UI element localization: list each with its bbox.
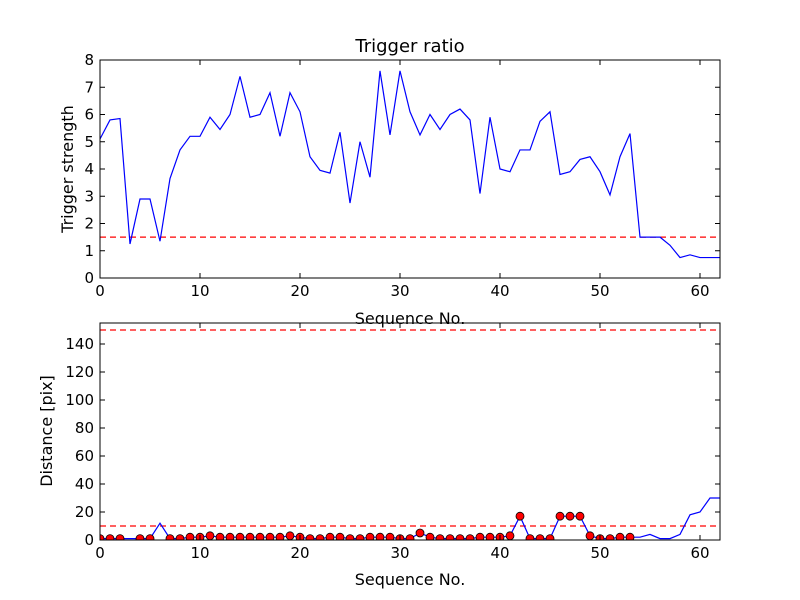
data-point [235,532,245,540]
data-point [575,511,585,521]
data-point [100,534,105,540]
data-point [385,532,395,540]
chart-title: Trigger ratio [354,36,464,57]
x-axis-label: Sequence No. [355,309,466,328]
data-point [415,528,425,538]
y-tick-label: 80 [75,419,94,437]
data-point [475,532,485,540]
data-point [425,532,435,540]
data-point [335,532,345,540]
data-point [365,532,375,540]
data-point [445,534,455,540]
x-tick-label: 60 [690,544,709,562]
y-tick-label: 3 [84,187,94,205]
tick-group: 0 10 20 30 40 50 60 0 20 40 60 80 100 120 140 [65,323,720,562]
y-axis-label: Distance [pix] [37,375,56,487]
y-tick-label: 20 [75,503,94,521]
x-tick-label: 20 [290,544,309,562]
tick-group: 0 10 20 30 40 50 60 0 1 2 3 4 5 6 7 8 [84,51,720,300]
data-point [565,511,575,521]
data-point [145,534,155,540]
data-point [245,532,255,540]
x-tick-label: 10 [190,282,209,300]
x-tick-label: 40 [490,282,509,300]
data-point [315,534,325,540]
data-point [215,532,225,540]
data-point [175,534,185,540]
data-point [305,534,315,540]
series-line [100,497,720,540]
data-point [225,532,235,540]
axes-frame [99,322,721,541]
data-point [265,532,275,540]
x-tick-label: 30 [390,282,409,300]
x-tick-label: 60 [690,282,709,300]
data-point [345,534,355,540]
data-point [585,531,595,540]
plot-area [100,70,720,259]
data-point [405,534,415,540]
y-tick-label: 2 [84,215,94,233]
trigger-ratio-chart: Trigger ratio 0 10 20 30 40 50 60 0 1 2 3 4 5 6 7 8 Seq… [58,36,721,328]
data-point [625,532,635,540]
y-tick-label: 8 [84,51,94,69]
data-point [485,532,495,540]
x-axis-label: Sequence No. [355,570,466,589]
data-point [525,534,535,540]
data-point [375,532,385,540]
data-point [615,532,625,540]
data-point [135,534,145,540]
data-point [325,532,335,540]
data-point [355,534,365,540]
x-tick-label: 30 [390,544,409,562]
x-tick-label: 10 [190,544,209,562]
plot-area [100,329,720,540]
x-tick-label: 40 [490,544,509,562]
y-axis-label: Trigger strength [58,105,77,234]
y-tick-label: 0 [84,531,94,549]
x-tick-label: 0 [95,282,105,300]
y-tick-label: 120 [65,363,94,381]
y-tick-label: 1 [84,242,94,260]
y-tick-label: 7 [84,78,94,96]
y-tick-label: 40 [75,475,94,493]
data-point [455,534,465,540]
axes-frame [99,59,721,279]
data-point [535,534,545,540]
data-point [555,511,565,521]
x-tick-label: 50 [590,544,609,562]
data-point [515,511,525,521]
data-point [545,534,555,540]
data-point [205,531,215,540]
x-tick-label: 50 [590,282,609,300]
data-point [185,532,195,540]
data-point [165,534,175,540]
data-point [285,531,295,540]
y-tick-label: 60 [75,447,94,465]
data-point [505,531,515,540]
x-tick-label: 20 [290,282,309,300]
y-tick-label: 140 [65,335,94,353]
y-tick-label: 6 [84,106,94,124]
data-point [275,532,285,540]
data-point [605,534,615,540]
y-tick-label: 100 [65,391,94,409]
y-tick-label: 4 [84,160,94,178]
data-point [465,534,475,540]
y-tick-label: 5 [84,133,94,151]
data-point [105,534,115,540]
data-point [255,532,265,540]
series-line [100,70,720,259]
y-tick-label: 0 [84,269,94,287]
distance-chart: 0 10 20 30 40 50 60 0 20 40 60 80 100 120 140 Sequence… [37,322,721,589]
x-tick-label: 0 [95,544,105,562]
data-point [115,534,125,540]
data-point [435,534,445,540]
